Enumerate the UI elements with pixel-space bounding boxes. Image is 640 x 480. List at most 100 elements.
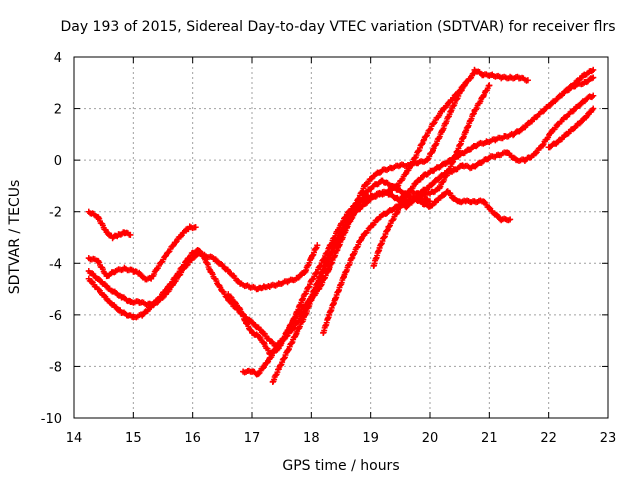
data-point — [136, 298, 143, 305]
data-point — [432, 198, 439, 205]
data-point — [118, 309, 125, 316]
plot-frame — [73, 56, 609, 419]
data-point — [269, 378, 276, 385]
data-point — [480, 72, 487, 79]
data-point — [225, 291, 232, 298]
data-point — [290, 324, 297, 331]
data-point — [536, 110, 543, 117]
data-point — [438, 108, 445, 115]
data-point — [572, 79, 579, 86]
data-point — [121, 265, 128, 272]
y-tick-label: 0 — [54, 154, 62, 169]
data-point — [308, 255, 315, 262]
data-point — [376, 190, 383, 197]
data-point — [545, 102, 552, 109]
data-point — [284, 278, 291, 285]
data-point — [432, 177, 439, 184]
data-point — [379, 167, 386, 174]
data-point — [352, 200, 359, 207]
data-point — [480, 92, 487, 99]
y-tick-label: -6 — [49, 309, 62, 324]
data-point — [507, 74, 514, 81]
data-point — [142, 275, 149, 282]
data-point — [462, 128, 469, 135]
data-point — [527, 118, 534, 125]
chart-title: Day 193 of 2015, Sidereal Day-to-day VTE… — [60, 19, 615, 35]
data-point — [492, 136, 499, 143]
data-point — [421, 172, 428, 179]
data-point — [281, 335, 288, 342]
x-tick-label: 22 — [540, 431, 557, 446]
series-arc-11 — [471, 66, 531, 84]
data-point — [370, 182, 377, 189]
data-point — [249, 329, 255, 336]
data-point — [266, 283, 273, 290]
data-point — [106, 298, 113, 305]
data-point — [516, 74, 522, 81]
data-point — [590, 74, 597, 81]
data-point — [376, 244, 383, 251]
data-point — [581, 79, 588, 86]
data-point — [260, 283, 267, 290]
data-point — [136, 270, 143, 277]
data-point — [584, 95, 591, 102]
data-point — [471, 66, 478, 73]
data-point — [474, 141, 481, 148]
data-point — [112, 268, 119, 275]
data-point — [498, 74, 505, 81]
data-point — [421, 136, 428, 143]
data-point — [403, 203, 410, 210]
data-point — [468, 164, 475, 171]
data-point — [424, 185, 431, 192]
data-point — [228, 270, 235, 277]
data-point — [246, 283, 253, 290]
data-point — [349, 252, 356, 259]
data-point — [216, 283, 223, 290]
data-point — [326, 255, 333, 262]
x-tick-label: 23 — [600, 431, 617, 446]
series-arc-6 — [240, 79, 469, 378]
data-point — [174, 270, 181, 277]
data-point — [293, 311, 300, 318]
data-point — [563, 131, 570, 138]
data-point — [429, 146, 436, 153]
series-arc-1 — [85, 208, 134, 242]
data-point — [343, 221, 350, 228]
data-point — [157, 293, 164, 300]
data-point — [94, 286, 101, 293]
data-point — [566, 110, 573, 117]
data-point — [121, 229, 128, 236]
data-point — [450, 167, 457, 174]
data-point — [231, 298, 238, 305]
data-point — [429, 167, 436, 174]
data-point — [435, 185, 442, 192]
data-point — [444, 188, 451, 195]
data-point — [266, 337, 273, 344]
data-point — [237, 306, 244, 313]
data-point — [254, 371, 261, 378]
data-point — [388, 164, 395, 171]
data-point — [358, 234, 365, 241]
data-point — [148, 275, 155, 282]
data-point — [483, 139, 490, 146]
data-point — [370, 172, 377, 179]
data-point — [219, 262, 226, 269]
data-point — [308, 296, 315, 303]
y-tick-label: -10 — [41, 412, 62, 427]
x-tick-label: 15 — [125, 431, 142, 446]
data-point — [154, 265, 161, 272]
data-point — [127, 231, 134, 238]
data-point — [85, 268, 92, 275]
data-point — [581, 72, 588, 79]
data-point — [367, 195, 374, 202]
data-point — [397, 188, 404, 195]
data-point — [530, 151, 537, 158]
y-tick-label: 4 — [54, 51, 62, 66]
data-point — [192, 224, 199, 231]
data-point — [254, 286, 261, 293]
data-series — [85, 66, 597, 385]
data-point — [361, 182, 368, 189]
x-tick-label: 18 — [303, 431, 320, 446]
data-point — [260, 340, 267, 347]
